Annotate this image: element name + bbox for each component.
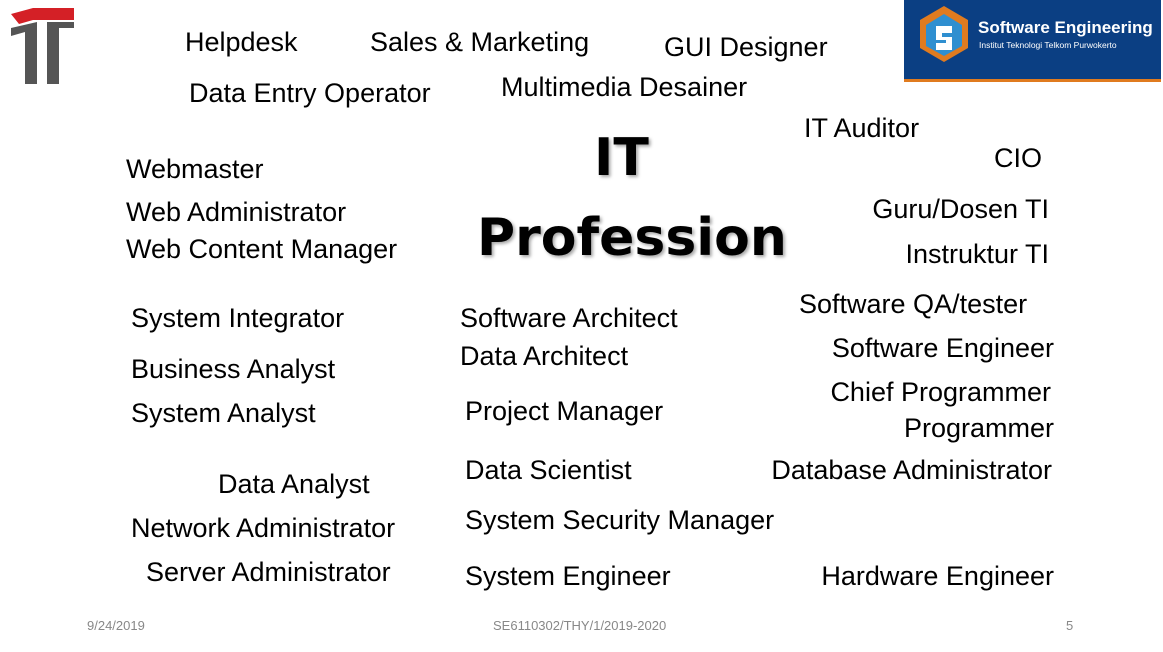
- footer-date: 9/24/2019: [87, 618, 145, 633]
- profession-data-entry-operator: Data Entry Operator: [189, 78, 431, 108]
- profession-system-analyst: System Analyst: [131, 398, 316, 428]
- profession-sales-marketing: Sales & Marketing: [370, 27, 590, 57]
- profession-project-manager: Project Manager: [465, 396, 664, 426]
- profession-system-integrator: System Integrator: [131, 303, 345, 333]
- title-line-profession: Profession: [477, 208, 787, 268]
- profession-software-architect: Software Architect: [460, 303, 678, 333]
- profession-data-scientist: Data Scientist: [465, 455, 632, 485]
- profession-software-engineer: Software Engineer: [831, 333, 1054, 363]
- profession-multimedia-desainer: Multimedia Desainer: [501, 72, 748, 102]
- profession-chief-programmer: Chief Programmer: [830, 377, 1051, 407]
- profession-data-architect: Data Architect: [460, 341, 629, 371]
- profession-instruktur-ti: Instruktur TI: [905, 239, 1049, 269]
- profession-web-administrator: Web Administrator: [126, 197, 347, 227]
- profession-data-analyst: Data Analyst: [218, 469, 370, 499]
- profession-webmaster: Webmaster: [126, 154, 264, 184]
- profession-gui-designer: GUI Designer: [664, 32, 828, 62]
- profession-system-security-manager: System Security Manager: [465, 505, 775, 535]
- profession-network-administrator: Network Administrator: [131, 513, 396, 543]
- profession-it-auditor: IT Auditor: [804, 113, 920, 143]
- profession-helpdesk: Helpdesk: [185, 27, 298, 57]
- profession-business-analyst: Business Analyst: [131, 354, 336, 384]
- telkom-university-logo-icon: [11, 8, 74, 84]
- profession-system-engineer: System Engineer: [465, 561, 671, 591]
- profession-web-content-manager: Web Content Manager: [126, 234, 398, 264]
- footer-course-code: SE6110302/THY/1/2019-2020: [493, 618, 667, 633]
- brand-banner: Software Engineering Institut Teknologi …: [904, 0, 1161, 82]
- profession-programmer: Programmer: [903, 413, 1054, 443]
- profession-cio: CIO: [994, 143, 1043, 173]
- brand-title: Software Engineering: [978, 18, 1153, 37]
- profession-guru-dosen-ti: Guru/Dosen TI: [872, 194, 1049, 224]
- profession-server-administrator: Server Administrator: [146, 557, 391, 587]
- software-engineering-logo-icon: [920, 6, 968, 62]
- title-line-it: IT: [594, 128, 649, 188]
- profession-database-administrator: Database Administrator: [771, 455, 1052, 485]
- brand-subtitle: Institut Teknologi Telkom Purwokerto: [979, 40, 1117, 50]
- profession-hardware-engineer: Hardware Engineer: [821, 561, 1054, 591]
- footer-page-number: 5: [1066, 618, 1074, 633]
- profession-software-qa-tester: Software QA/tester: [799, 289, 1028, 319]
